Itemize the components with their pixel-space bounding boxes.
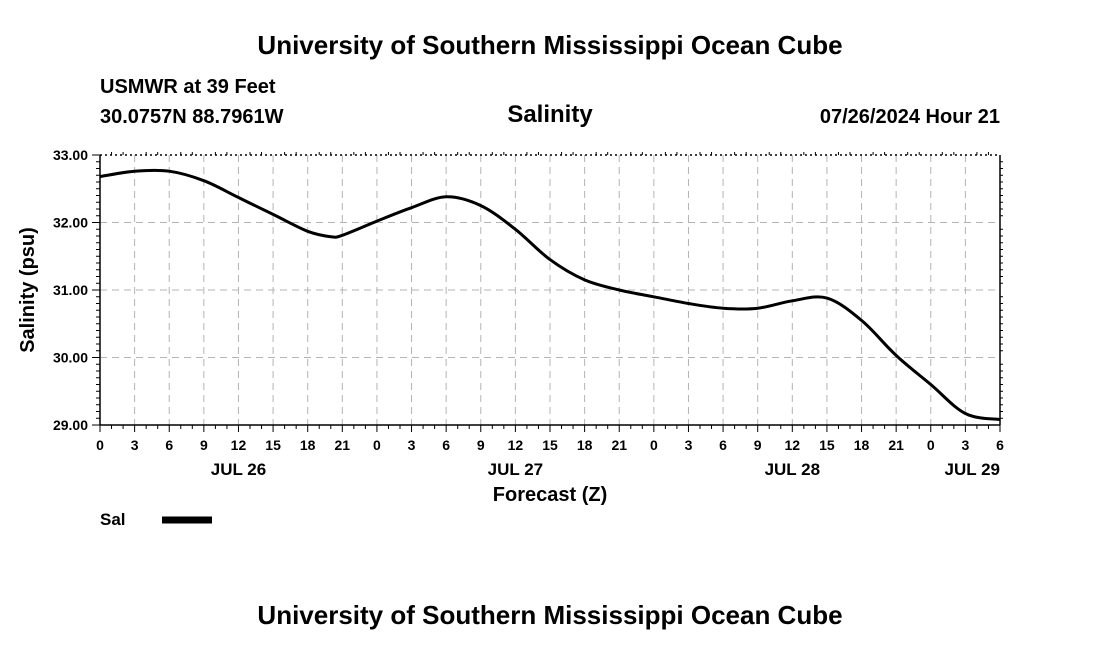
date-label: JUL 26	[211, 460, 266, 479]
y-tick-label: 29.00	[53, 417, 88, 433]
x-tick-label: 3	[408, 437, 416, 453]
coordinates-label: 30.0757N 88.7961W	[100, 106, 284, 128]
y-axis-label: Salinity (psu)	[17, 227, 39, 353]
date-label: JUL 28	[765, 460, 820, 479]
x-tick-label: 12	[785, 437, 801, 453]
x-tick-label: 9	[200, 437, 208, 453]
date-label: JUL 27	[488, 460, 543, 479]
x-tick-label: 9	[754, 437, 762, 453]
x-tick-label: 21	[611, 437, 627, 453]
x-tick-label: 18	[854, 437, 870, 453]
y-tick-label: 33.00	[53, 147, 88, 163]
x-tick-label: 0	[927, 437, 935, 453]
station-label: USMWR at 39 Feet	[100, 76, 276, 98]
y-tick-label: 31.00	[53, 282, 88, 298]
x-tick-label: 21	[888, 437, 904, 453]
x-tick-label: 12	[231, 437, 247, 453]
series-line-sal	[99, 168, 1001, 422]
x-tick-label: 15	[542, 437, 558, 453]
y-tick-label: 30.00	[53, 350, 88, 366]
y-tick-label: 32.00	[53, 215, 88, 231]
x-tick-label: 0	[650, 437, 658, 453]
x-tick-label: 6	[165, 437, 173, 453]
x-tick-label: 0	[373, 437, 381, 453]
x-tick-label: 18	[577, 437, 593, 453]
x-tick-label: 3	[961, 437, 969, 453]
date-label: JUL 29	[945, 460, 1000, 479]
x-axis-label: Forecast (Z)	[493, 484, 607, 506]
x-tick-label: 18	[300, 437, 316, 453]
x-tick-label: 6	[719, 437, 727, 453]
x-tick-label: 15	[819, 437, 835, 453]
x-tick-label: 0	[96, 437, 104, 453]
x-tick-label: 3	[131, 437, 139, 453]
legend-label: Sal	[100, 510, 126, 529]
datetime-label: 07/26/2024 Hour 21	[819, 106, 1000, 128]
x-tick-label: 6	[442, 437, 450, 453]
x-tick-label: 3	[685, 437, 693, 453]
footer-title: University of Southern Mississippi Ocean…	[257, 600, 843, 630]
page-title: University of Southern Mississippi Ocean…	[257, 30, 843, 60]
x-tick-label: 12	[508, 437, 524, 453]
x-tick-label: 21	[335, 437, 351, 453]
chart-title: Salinity	[507, 101, 593, 128]
x-tick-label: 6	[996, 437, 1004, 453]
x-tick-label: 15	[265, 437, 281, 453]
x-tick-label: 9	[477, 437, 485, 453]
